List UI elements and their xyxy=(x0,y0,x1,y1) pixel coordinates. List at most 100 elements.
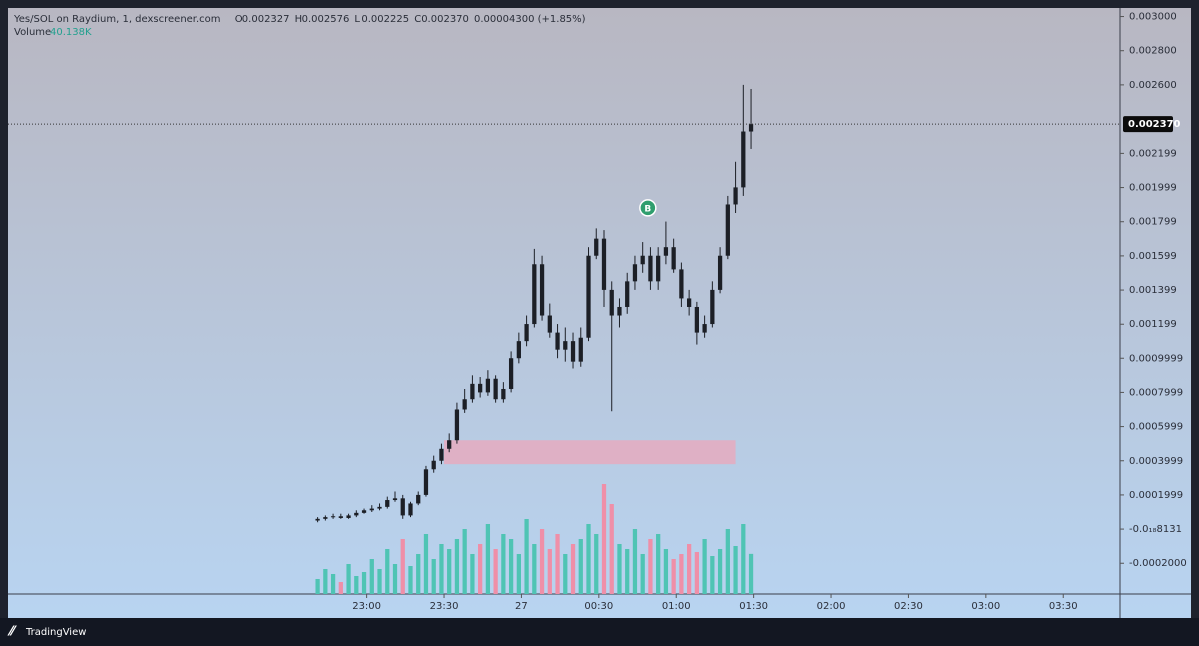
candle-body xyxy=(408,503,413,516)
legend-value: 0.002327 xyxy=(242,14,290,25)
y-tick-label: 0.0009999 xyxy=(1129,353,1183,364)
volume-bar xyxy=(354,576,359,594)
volume-bar xyxy=(369,559,374,594)
x-tick-label: 03:30 xyxy=(1049,601,1078,612)
candle-body xyxy=(710,289,715,325)
x-tick-label: 03:00 xyxy=(971,601,1000,612)
legend-value: 0.002576 xyxy=(302,14,350,25)
candle-body xyxy=(687,298,692,307)
candle-body xyxy=(439,448,444,461)
x-tick-label: 01:30 xyxy=(739,601,768,612)
candle-body xyxy=(493,378,498,400)
candle-body xyxy=(609,289,614,316)
volume-bar xyxy=(539,529,545,594)
y-tick-label: 0.002600 xyxy=(1129,80,1177,91)
candle-body xyxy=(694,306,700,333)
volume-bar xyxy=(663,549,669,594)
candle-body xyxy=(354,512,359,516)
last-price-label: 0.002370 xyxy=(1128,119,1181,130)
legend-key: C xyxy=(414,14,421,25)
x-tick-label: 02:30 xyxy=(894,601,923,612)
volume-bar xyxy=(617,544,622,594)
marker xyxy=(639,199,657,217)
volume-bar xyxy=(555,534,560,594)
candle-body xyxy=(563,341,568,350)
candle-body xyxy=(617,306,622,316)
volume-bar xyxy=(447,549,452,594)
candle-body xyxy=(392,498,398,501)
volume-bar xyxy=(694,552,700,594)
y-tick-label: 0.001599 xyxy=(1129,251,1177,262)
volume-bar xyxy=(493,549,498,594)
candle-body xyxy=(748,124,754,132)
candle-body xyxy=(454,409,460,441)
candle-body xyxy=(555,332,560,350)
candle-body xyxy=(578,337,583,362)
volume-bar xyxy=(625,549,630,594)
candle-body xyxy=(532,264,537,325)
chart-background xyxy=(8,8,1191,618)
volume-bar xyxy=(609,504,614,594)
footer xyxy=(0,618,1199,646)
candle-body xyxy=(625,281,630,307)
candle-body xyxy=(400,498,405,516)
volume-bar xyxy=(431,559,436,594)
y-tick-label: 0.002800 xyxy=(1129,46,1177,57)
candle-body xyxy=(663,247,669,256)
volume-value: 40.138K xyxy=(50,27,92,38)
candle-body xyxy=(640,255,645,265)
volume-bar xyxy=(323,569,328,594)
y-tick-label: 0.001799 xyxy=(1129,217,1177,228)
volume-title: Volume xyxy=(14,27,51,38)
volume-bar xyxy=(748,553,754,594)
x-tick-label: 00:30 xyxy=(584,601,613,612)
candle-body xyxy=(447,440,452,449)
candle-body xyxy=(656,255,661,282)
x-tick-label: 02:00 xyxy=(817,601,846,612)
volume-bar xyxy=(462,529,467,594)
volume-bar xyxy=(671,559,676,594)
volume-bar xyxy=(733,546,738,594)
volume-bar xyxy=(632,529,638,594)
volume-bar xyxy=(570,544,576,594)
candle-body xyxy=(377,506,382,509)
volume-bar xyxy=(315,579,320,594)
volume-bar xyxy=(385,549,390,594)
x-tick-label: 23:00 xyxy=(352,601,381,612)
candle-body xyxy=(501,388,506,400)
x-tick-label: 27 xyxy=(515,601,528,612)
brand: TradingView xyxy=(25,627,86,638)
volume-bar xyxy=(478,544,483,594)
candle-body xyxy=(586,255,591,338)
y-tick-label: 0.001199 xyxy=(1129,319,1177,330)
candle-body xyxy=(346,515,351,518)
volume-bar xyxy=(485,524,491,594)
volume-bar xyxy=(687,544,692,594)
candle-body xyxy=(601,238,607,290)
candle-body xyxy=(733,187,738,205)
candle-body xyxy=(478,383,483,393)
volume-bar xyxy=(400,539,405,594)
volume-bar xyxy=(563,554,568,594)
candle-body xyxy=(416,494,421,504)
y-tick-label: 0.001999 xyxy=(1129,183,1177,194)
y-tick-label: 0.003000 xyxy=(1129,12,1177,23)
y-tick-label: 0.0007999 xyxy=(1129,387,1183,398)
volume-bar xyxy=(741,524,746,594)
y-tick-label: 0.0003999 xyxy=(1129,456,1183,467)
candle-body xyxy=(361,510,367,513)
volume-bar xyxy=(516,554,521,594)
legend-key: H xyxy=(295,14,303,25)
candle-body xyxy=(323,517,328,519)
volume-bar xyxy=(501,534,506,594)
candle-body xyxy=(547,315,552,333)
volume-bar xyxy=(578,539,583,594)
candle-body xyxy=(539,264,545,316)
candle-body xyxy=(508,358,514,389)
legend-key: L xyxy=(354,14,360,25)
volume-bar xyxy=(439,544,444,594)
volume-bar xyxy=(656,534,661,594)
y-tick-label: -0.0002000 xyxy=(1129,558,1187,569)
volume-bar xyxy=(648,539,653,594)
